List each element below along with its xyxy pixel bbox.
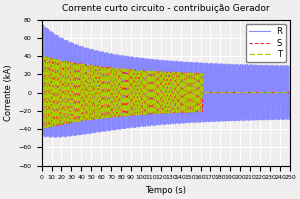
Legend: R, S, T: R, S, T — [246, 24, 286, 62]
R — [49, 134, 53, 136]
S — [40, 123, 44, 125]
S — [288, 91, 292, 94]
Line: T: T — [42, 57, 290, 129]
R — [288, 91, 292, 94]
S — [63, 102, 67, 104]
T — [63, 112, 67, 114]
S — [49, 76, 53, 78]
R — [63, 39, 67, 42]
S — [88, 72, 92, 74]
T — [40, 128, 44, 130]
T — [88, 64, 91, 66]
Title: Corrente curto circuito - contribuição Gerador: Corrente curto circuito - contribuição G… — [62, 4, 270, 13]
X-axis label: Tempo (s): Tempo (s) — [145, 186, 186, 195]
T — [40, 60, 44, 62]
S — [168, 91, 171, 93]
S — [41, 55, 44, 58]
Line: R: R — [42, 24, 290, 137]
T — [41, 55, 45, 58]
S — [40, 127, 44, 130]
R — [40, 22, 44, 25]
Y-axis label: Corrente (kA): Corrente (kA) — [4, 64, 13, 121]
R — [40, 79, 44, 81]
T — [168, 109, 171, 112]
T — [113, 74, 116, 76]
R — [168, 64, 171, 67]
Line: S: S — [42, 57, 290, 129]
S — [113, 115, 116, 117]
R — [113, 81, 116, 84]
T — [288, 91, 292, 94]
R — [52, 136, 56, 139]
T — [88, 118, 92, 120]
R — [88, 110, 91, 113]
T — [49, 72, 53, 75]
R — [88, 79, 92, 82]
S — [88, 105, 91, 108]
